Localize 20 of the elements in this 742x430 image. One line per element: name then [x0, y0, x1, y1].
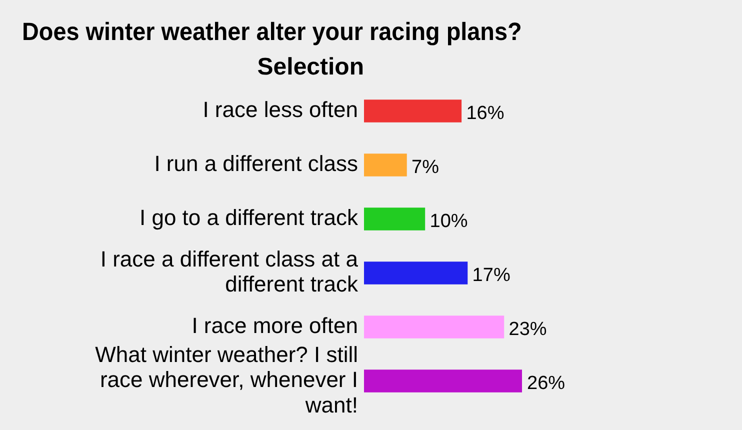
bar: [364, 316, 504, 338]
bar: [364, 370, 522, 392]
y-tick-label: I race a different class at a different track: [100, 246, 359, 297]
data-label: 23%: [508, 319, 547, 340]
bar: [364, 154, 407, 176]
y-axis-title: Selection: [257, 54, 364, 81]
y-tick-label: What winter weather? I still race wherever, whenever I want!: [95, 342, 358, 418]
data-label: 16%: [466, 103, 504, 124]
bar: [364, 208, 426, 230]
y-tick-label: I go to a different track: [140, 205, 359, 230]
data-label: 7%: [412, 157, 440, 178]
bar: [364, 100, 462, 122]
data-label: 17%: [472, 265, 510, 286]
y-tick-label: I race more often: [192, 313, 358, 338]
data-label: 10%: [430, 211, 468, 232]
y-tick-label: I run a different class: [154, 151, 358, 176]
chart-title: Does winter weather alter your racing plans?: [22, 18, 522, 46]
y-tick-label: I race less often: [202, 97, 358, 122]
data-label: 26%: [527, 373, 566, 394]
bar: [364, 262, 468, 284]
